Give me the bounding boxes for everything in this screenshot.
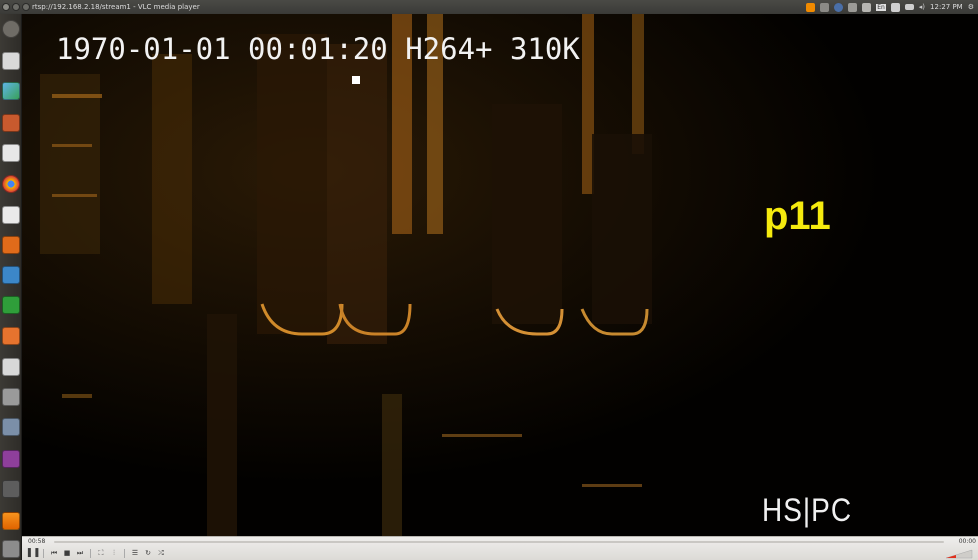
playback-buttons: ❚❚ ⏮ ■ ⏭ ⛶ ⫶ ☰ ↻ ⤮: [25, 548, 166, 558]
seek-bar[interactable]: [54, 541, 944, 543]
amazon-icon[interactable]: [2, 358, 20, 376]
remaining-time: 00:00: [958, 538, 976, 545]
network-icon[interactable]: [848, 2, 858, 12]
pause-icon[interactable]: ❚❚: [25, 548, 41, 558]
vlc-tray-icon[interactable]: [806, 2, 816, 12]
inkscape-icon[interactable]: [2, 144, 20, 162]
top-panel: rtsp://192.168.2.18/stream1 - VLC media …: [0, 0, 978, 14]
writer-icon[interactable]: [2, 266, 20, 284]
maximize-window-button[interactable]: [22, 3, 30, 11]
mail-icon[interactable]: [890, 2, 900, 12]
separator: [43, 548, 44, 558]
shuffle-icon[interactable]: ⤮: [158, 548, 164, 557]
volume-slider[interactable]: [944, 549, 974, 559]
bug-icon[interactable]: [820, 2, 830, 12]
keyboard-layout-indicator[interactable]: En: [876, 3, 886, 11]
window-title: rtsp://192.168.2.18/stream1 - VLC media …: [32, 3, 200, 11]
volume-tray-icon[interactable]: ◂): [918, 3, 926, 11]
files-icon[interactable]: [2, 114, 20, 132]
terminal-icon[interactable]: [2, 480, 20, 498]
stop-icon[interactable]: ■: [63, 549, 71, 557]
separator: [90, 548, 91, 558]
workspace-switcher-icon[interactable]: [2, 450, 20, 468]
trash-icon[interactable]: [2, 540, 20, 558]
system-tray: En ◂) 12:27 PM ⚙: [806, 2, 978, 12]
chrome-icon[interactable]: [2, 175, 20, 193]
clock[interactable]: 12:27 PM: [930, 3, 963, 11]
screenshot-icon[interactable]: [2, 418, 20, 436]
player-controls: 00:58 00:00 ❚❚ ⏮ ■ ⏭ ⛶ ⫶ ☰ ↻ ⤮: [22, 536, 978, 560]
camera-app-icon[interactable]: [2, 52, 20, 70]
osd-brand: HS|PC: [762, 492, 853, 528]
calc-icon[interactable]: [2, 296, 20, 314]
remote-desktop-icon[interactable]: [2, 82, 20, 100]
cloud-icon[interactable]: [834, 2, 844, 12]
impress-icon[interactable]: [2, 236, 20, 254]
osd-timestamp: 1970-01-01 00:01:20 H264+ 310K: [56, 32, 580, 66]
close-window-button[interactable]: [2, 3, 10, 11]
launcher: [0, 14, 22, 560]
software-center-icon[interactable]: [2, 327, 20, 345]
osd-camera-label: p11: [764, 194, 831, 238]
loop-icon[interactable]: ↻: [145, 549, 151, 557]
previous-icon[interactable]: ⏮: [50, 548, 58, 557]
system-settings-icon[interactable]: [2, 388, 20, 406]
playlist-icon[interactable]: ☰: [131, 549, 139, 557]
extended-settings-icon[interactable]: ⫶: [113, 548, 115, 557]
video-frame[interactable]: 1970-01-01 00:01:20 H264+ 310K p11 HS|PC: [22, 14, 978, 536]
separator: [124, 548, 125, 558]
window-buttons: [0, 3, 30, 11]
transfer-icon[interactable]: [862, 2, 872, 12]
fullscreen-icon[interactable]: ⛶: [98, 548, 104, 557]
minimize-window-button[interactable]: [12, 3, 20, 11]
settings-gear-icon[interactable]: ⚙: [967, 3, 974, 11]
dash-search-icon[interactable]: [2, 20, 20, 38]
camera-scene: [22, 14, 978, 536]
next-icon[interactable]: ⏭: [76, 548, 84, 557]
elapsed-time: 00:58: [28, 538, 46, 545]
vlc-launcher-icon[interactable]: [2, 512, 20, 530]
battery-icon[interactable]: [904, 4, 914, 10]
texmaker-icon[interactable]: [2, 206, 20, 224]
